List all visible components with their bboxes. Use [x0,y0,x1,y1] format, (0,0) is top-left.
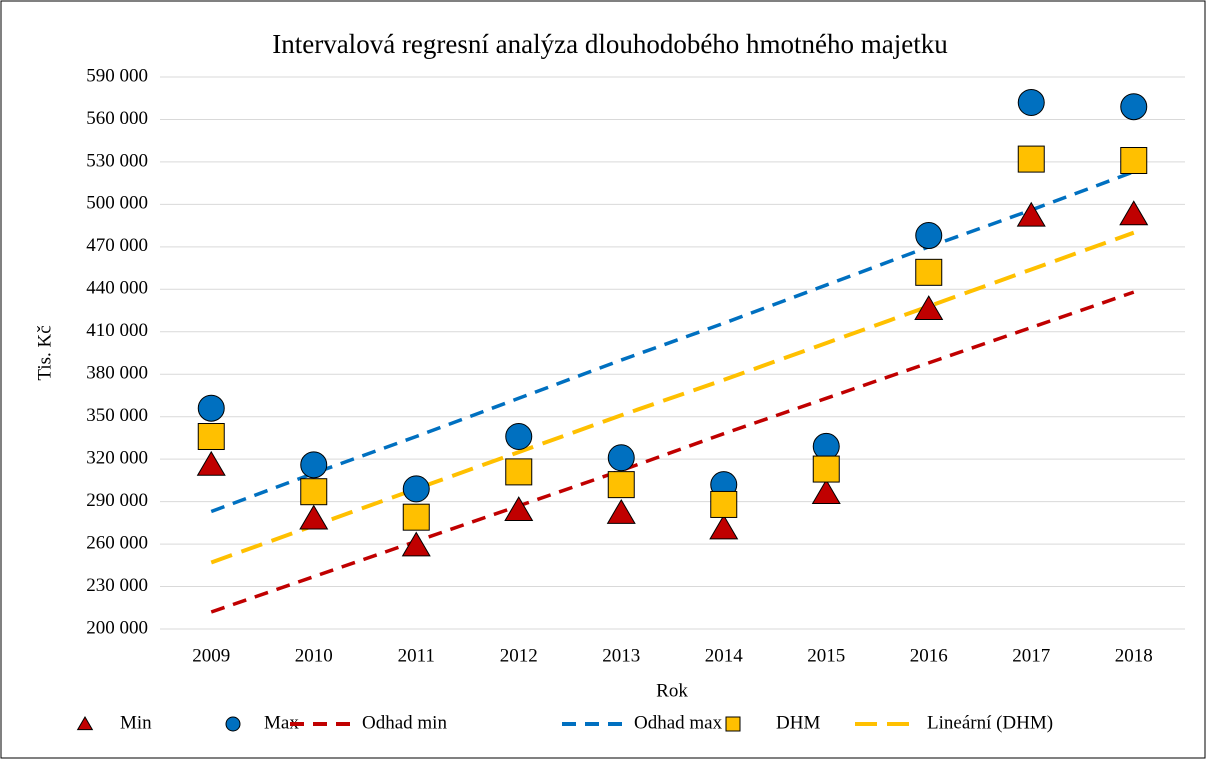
y-tick-label: 320 000 [86,448,148,469]
trend-line [210,230,1135,565]
x-tick-label: 2014 [705,645,744,666]
x-axis-label: Rok [656,680,688,701]
x-tick-label: 2011 [398,645,435,666]
trend-line [210,170,1135,514]
square-marker [812,455,840,483]
legend-label: Max [264,712,299,733]
y-tick-label: 590 000 [86,65,148,86]
trend-line [210,290,1135,614]
legend-label: Odhad max [634,712,723,733]
x-tick-label: 2010 [295,645,333,666]
legend-marker [225,716,241,732]
x-tick-label: 2012 [500,645,538,666]
square-marker [300,478,328,506]
y-tick-label: 500 000 [86,193,148,214]
triangle-marker [1119,200,1149,226]
x-tick-label: 2016 [910,645,948,666]
square-marker [505,458,533,486]
y-tick-label: 290 000 [86,490,148,511]
legend-label: DHM [776,712,820,733]
y-tick-label: 230 000 [86,575,148,596]
triangle-marker [504,496,534,522]
triangle-marker [709,514,739,540]
x-tick-label: 2009 [192,645,230,666]
triangle-marker [1016,201,1046,227]
y-tick-label: 200 000 [86,617,148,638]
y-tick-label: 410 000 [86,320,148,341]
chart-title: Intervalová regresní analýza dlouhodobéh… [272,29,948,59]
circle-marker [402,475,430,503]
legend-label: Min [120,712,152,733]
y-tick-label: 530 000 [86,150,148,171]
triangle-marker [299,504,329,530]
triangle-marker [606,498,636,524]
triangle-marker [914,295,944,321]
square-marker [1120,147,1148,175]
circle-marker [505,423,533,451]
legend-label: Lineární (DHM) [927,712,1053,733]
square-marker [607,471,635,499]
circle-marker [1120,93,1148,121]
y-tick-label: 560 000 [86,108,148,129]
x-tick-label: 2013 [602,645,640,666]
circle-marker [300,451,328,479]
circle-marker [1017,88,1045,116]
triangle-marker [196,450,226,476]
y-axis-label: Tis. Kč [34,325,55,380]
legend-marker [725,716,741,732]
square-marker [915,258,943,286]
y-tick-label: 350 000 [86,405,148,426]
y-tick-label: 260 000 [86,532,148,553]
legend-marker [76,716,94,731]
legend-label: Odhad min [362,712,447,733]
circle-marker [812,432,840,460]
circle-marker [607,444,635,472]
y-tick-label: 380 000 [86,363,148,384]
circle-marker [915,222,943,250]
x-tick-label: 2015 [807,645,845,666]
square-marker [197,423,225,451]
y-tick-label: 440 000 [86,278,148,299]
square-marker [402,503,430,531]
triangle-marker [401,531,431,557]
square-marker [710,490,738,518]
circle-marker [197,394,225,422]
x-tick-label: 2018 [1115,645,1153,666]
x-tick-label: 2017 [1012,645,1050,666]
square-marker [1017,145,1045,173]
y-tick-label: 470 000 [86,235,148,256]
triangle-marker [811,479,841,505]
